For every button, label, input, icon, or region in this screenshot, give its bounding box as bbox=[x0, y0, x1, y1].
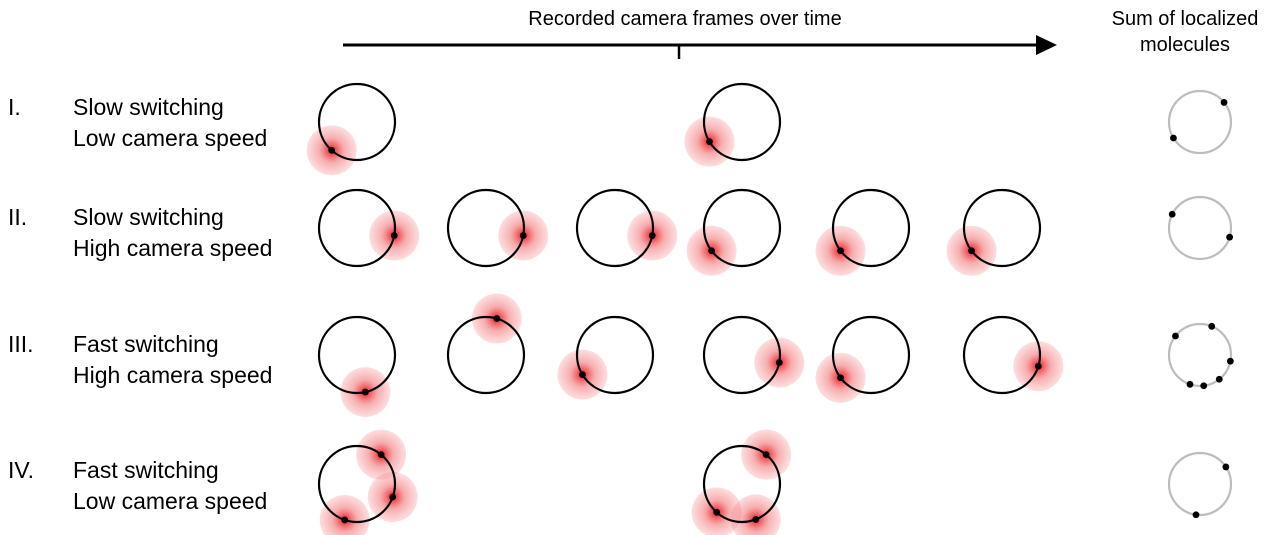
frame-ring bbox=[446, 315, 526, 395]
emitter-glow bbox=[730, 494, 781, 535]
sum-ring bbox=[1167, 451, 1233, 517]
frame-ring bbox=[317, 188, 397, 268]
localized-molecule-dot bbox=[762, 451, 770, 459]
localized-molecule-dot bbox=[361, 388, 369, 396]
sum-molecule-dot bbox=[1215, 375, 1223, 383]
frame-ring bbox=[575, 188, 655, 268]
timeline-arrowhead bbox=[1036, 35, 1057, 55]
localized-molecule-dot bbox=[752, 516, 760, 523]
frame-ring bbox=[962, 188, 1042, 268]
row-label-line2: High camera speed bbox=[73, 235, 273, 261]
sum-molecule-dot bbox=[1220, 99, 1228, 106]
sum-molecule-dot bbox=[1208, 322, 1216, 330]
sum-label: Sum of localized molecules bbox=[1090, 6, 1280, 58]
sum-molecule-dot bbox=[1200, 382, 1208, 390]
localized-molecule-dot bbox=[968, 247, 975, 255]
frame-ring bbox=[317, 444, 397, 524]
sum-ring bbox=[1167, 89, 1233, 155]
sum-label-line1: Sum of localized bbox=[1111, 8, 1259, 30]
localized-molecule-dot bbox=[648, 232, 656, 239]
frame-ring bbox=[962, 315, 1042, 395]
frame-ring bbox=[702, 188, 782, 268]
localized-molecule-dot bbox=[1034, 362, 1042, 370]
sum-molecule-dot bbox=[1226, 233, 1234, 241]
localized-molecule-dot bbox=[713, 508, 721, 516]
sum-label-line2: molecules bbox=[1139, 34, 1231, 56]
row-numeral: I. bbox=[8, 94, 21, 120]
sum-ring bbox=[1167, 195, 1233, 261]
frame-ring bbox=[702, 444, 782, 524]
row-numeral: III. bbox=[8, 331, 34, 357]
localized-molecule-dot bbox=[579, 371, 586, 378]
frame-ring bbox=[831, 188, 911, 268]
row-label-line2: Low camera speed bbox=[73, 488, 268, 514]
localized-molecule-dot bbox=[341, 516, 349, 524]
localized-molecule-dot bbox=[708, 247, 715, 255]
localized-molecule-dot bbox=[328, 146, 336, 154]
frame-ring bbox=[317, 82, 397, 162]
sum-molecule-dot bbox=[1192, 511, 1200, 519]
sum-ring bbox=[1167, 322, 1233, 388]
frame-ring bbox=[831, 315, 911, 395]
row-label-line2: High camera speed bbox=[73, 362, 273, 388]
frame-ring bbox=[317, 315, 397, 395]
localized-molecule-dot bbox=[389, 493, 397, 501]
sum-molecule-dot bbox=[1172, 332, 1179, 340]
timeline-label: Recorded camera frames over time bbox=[528, 8, 842, 30]
sum-molecule-dot bbox=[1168, 210, 1176, 218]
sum-molecule-dot bbox=[1226, 357, 1234, 365]
localized-molecule-dot bbox=[493, 315, 501, 322]
sum-molecule-dot bbox=[1222, 463, 1230, 471]
sum-molecule-dot bbox=[1186, 380, 1194, 388]
row-numeral: II. bbox=[8, 204, 28, 230]
localized-molecule-dot bbox=[837, 247, 844, 255]
localized-molecule-dot bbox=[390, 232, 398, 239]
localized-molecule-dot bbox=[837, 374, 844, 382]
sum-molecule-dot bbox=[1170, 134, 1177, 142]
row-numeral: IV. bbox=[8, 457, 35, 483]
frame-ring bbox=[702, 315, 782, 395]
frames-layer bbox=[306, 82, 1234, 535]
row-label-line1: Fast switching bbox=[73, 331, 219, 357]
frame-ring bbox=[446, 188, 526, 268]
localized-molecule-dot bbox=[377, 451, 385, 459]
row-label-line2: Low camera speed bbox=[73, 125, 268, 151]
emitter-glow bbox=[319, 494, 370, 535]
row-label-line1: Fast switching bbox=[73, 457, 219, 483]
localized-molecule-dot bbox=[519, 232, 527, 239]
row-label-line1: Slow switching bbox=[73, 204, 224, 230]
frame-ring bbox=[702, 82, 782, 162]
frame-ring bbox=[575, 315, 655, 395]
localized-molecule-dot bbox=[706, 138, 713, 145]
row-label-line1: Slow switching bbox=[73, 94, 224, 120]
localized-molecule-dot bbox=[775, 359, 783, 366]
